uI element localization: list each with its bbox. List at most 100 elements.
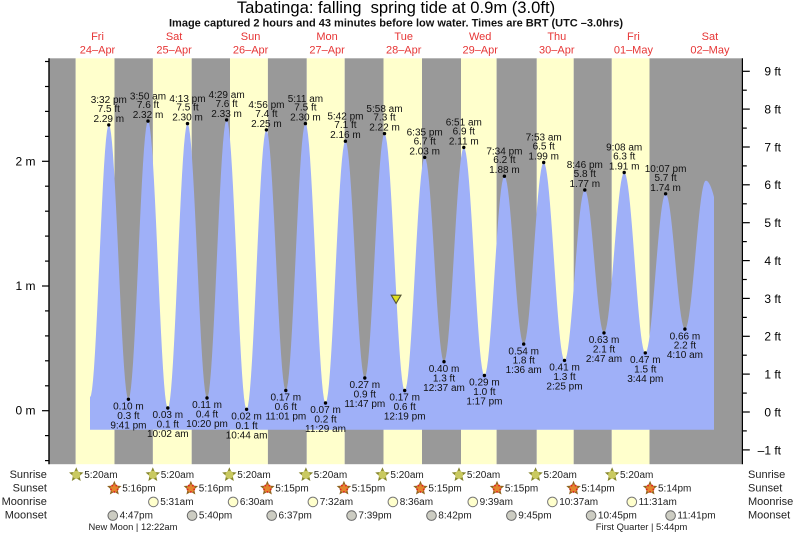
svg-text:5:42 pm: 5:42 pm <box>327 111 363 122</box>
svg-text:0.54 m: 0.54 m <box>508 346 539 357</box>
svg-text:9:41 pm: 9:41 pm <box>110 420 146 431</box>
svg-text:2.33 m: 2.33 m <box>211 109 242 120</box>
svg-text:9:08 am: 9:08 am <box>606 143 642 154</box>
svg-text:5.7 ft: 5.7 ft <box>654 173 676 184</box>
svg-text:2.25 m: 2.25 m <box>251 119 282 130</box>
svg-text:25–Apr: 25–Apr <box>156 45 192 57</box>
svg-text:Thu: Thu <box>547 31 566 43</box>
svg-text:11:41pm: 11:41pm <box>677 511 715 522</box>
svg-text:6.9 ft: 6.9 ft <box>453 126 475 137</box>
svg-text:3 ft: 3 ft <box>764 292 781 306</box>
svg-text:5:16pm: 5:16pm <box>199 484 232 495</box>
svg-text:7:34 pm: 7:34 pm <box>486 146 522 157</box>
svg-text:3:32 pm: 3:32 pm <box>91 95 127 106</box>
svg-text:2.32 m: 2.32 m <box>133 110 164 121</box>
svg-text:5 ft: 5 ft <box>764 216 781 230</box>
svg-text:2:47 am: 2:47 am <box>586 354 622 365</box>
svg-text:0.40 m: 0.40 m <box>429 364 460 375</box>
svg-text:7 ft: 7 ft <box>764 140 781 154</box>
svg-text:2.11 m: 2.11 m <box>449 136 479 147</box>
svg-text:Sunrise: Sunrise <box>10 469 47 481</box>
svg-text:10:44 am: 10:44 am <box>226 430 268 441</box>
svg-text:4:56 pm: 4:56 pm <box>248 100 284 111</box>
svg-text:0.41 m: 0.41 m <box>549 363 580 374</box>
svg-text:0.07 m: 0.07 m <box>310 405 341 416</box>
svg-text:5:40pm: 5:40pm <box>199 511 232 522</box>
svg-text:5:58 am: 5:58 am <box>366 104 402 115</box>
svg-text:2.03 m: 2.03 m <box>409 146 440 157</box>
svg-text:7.5 ft: 7.5 ft <box>176 103 198 114</box>
svg-text:6:51 am: 6:51 am <box>446 118 482 129</box>
svg-text:6.2 ft: 6.2 ft <box>493 155 515 166</box>
svg-text:6:30am: 6:30am <box>240 497 273 508</box>
svg-text:1.88 m: 1.88 m <box>489 165 520 176</box>
svg-text:3:50 am: 3:50 am <box>130 91 166 102</box>
svg-text:2.2 ft: 2.2 ft <box>674 341 696 352</box>
svg-text:0.03 m: 0.03 m <box>153 410 184 421</box>
svg-text:30–Apr: 30–Apr <box>539 45 575 57</box>
svg-text:Fri: Fri <box>627 31 640 43</box>
svg-text:5:31am: 5:31am <box>160 497 193 508</box>
svg-text:0.4 ft: 0.4 ft <box>196 410 218 421</box>
svg-text:2.30 m: 2.30 m <box>290 113 321 124</box>
svg-text:1.8 ft: 1.8 ft <box>513 356 535 367</box>
svg-text:–1 ft: –1 ft <box>758 443 782 457</box>
svg-text:Sunset: Sunset <box>748 482 782 494</box>
svg-text:6.5 ft: 6.5 ft <box>533 142 555 153</box>
svg-text:2.16 m: 2.16 m <box>330 130 361 141</box>
svg-text:6 ft: 6 ft <box>764 178 781 192</box>
svg-text:10:37am: 10:37am <box>559 497 598 508</box>
svg-text:Moonrise: Moonrise <box>748 496 793 508</box>
svg-text:28–Apr: 28–Apr <box>386 45 422 57</box>
svg-text:2.22 m: 2.22 m <box>369 123 400 134</box>
svg-text:Sunrise: Sunrise <box>748 469 785 481</box>
svg-text:7.1 ft: 7.1 ft <box>334 120 356 131</box>
svg-text:Sunset: Sunset <box>13 482 47 494</box>
svg-text:6.3 ft: 6.3 ft <box>613 152 635 163</box>
svg-text:0 m: 0 m <box>15 404 35 418</box>
svg-text:1.5 ft: 1.5 ft <box>634 365 656 376</box>
svg-text:0.63 m: 0.63 m <box>589 335 620 346</box>
svg-text:Moonset: Moonset <box>5 510 47 522</box>
svg-text:1.3 ft: 1.3 ft <box>553 372 575 383</box>
svg-text:4:29 am: 4:29 am <box>209 90 245 101</box>
svg-text:Sat: Sat <box>702 31 719 43</box>
svg-text:11:01 pm: 11:01 pm <box>265 412 306 423</box>
svg-text:1.3 ft: 1.3 ft <box>433 373 455 384</box>
svg-text:Mon: Mon <box>316 31 337 43</box>
svg-text:1.91 m: 1.91 m <box>609 162 640 173</box>
svg-text:2.1 ft: 2.1 ft <box>593 345 615 356</box>
svg-text:1 m: 1 m <box>15 279 35 293</box>
svg-text:Wed: Wed <box>469 31 491 43</box>
svg-text:Moonset: Moonset <box>748 510 790 522</box>
svg-text:Tue: Tue <box>394 31 413 43</box>
svg-text:2 m: 2 m <box>15 154 35 168</box>
svg-text:10:02 am: 10:02 am <box>147 429 189 440</box>
svg-text:0.2 ft: 0.2 ft <box>314 415 336 426</box>
svg-text:6.7 ft: 6.7 ft <box>414 136 436 147</box>
svg-text:4:13 pm: 4:13 pm <box>169 94 205 105</box>
svg-text:Moonrise: Moonrise <box>2 496 47 508</box>
svg-text:11:29 am: 11:29 am <box>305 424 346 435</box>
svg-text:4:10 am: 4:10 am <box>667 350 703 361</box>
svg-text:7.4 ft: 7.4 ft <box>255 109 277 120</box>
svg-text:1.74 m: 1.74 m <box>650 183 681 194</box>
svg-text:6:35 pm: 6:35 pm <box>407 128 443 139</box>
svg-text:0.29 m: 0.29 m <box>469 378 500 389</box>
svg-text:9 ft: 9 ft <box>764 65 781 79</box>
svg-text:29–Apr: 29–Apr <box>462 45 498 57</box>
svg-text:5:20am: 5:20am <box>161 470 194 481</box>
svg-text:Sat: Sat <box>166 31 183 43</box>
svg-text:1.99 m: 1.99 m <box>528 152 559 163</box>
svg-text:0.6 ft: 0.6 ft <box>394 402 416 413</box>
svg-text:4:47pm: 4:47pm <box>120 511 153 522</box>
svg-text:0.3 ft: 0.3 ft <box>117 411 139 422</box>
svg-text:26–Apr: 26–Apr <box>233 45 269 57</box>
svg-text:7.5 ft: 7.5 ft <box>294 103 316 114</box>
svg-text:2.29 m: 2.29 m <box>94 114 125 125</box>
svg-text:7:39pm: 7:39pm <box>358 511 391 522</box>
svg-text:10:07 pm: 10:07 pm <box>645 164 687 175</box>
svg-text:7:53 am: 7:53 am <box>526 133 562 144</box>
svg-text:Fri: Fri <box>91 31 104 43</box>
svg-text:Tabatinga: falling spring tid: Tabatinga: falling spring tide at 0.9m (… <box>237 0 555 17</box>
